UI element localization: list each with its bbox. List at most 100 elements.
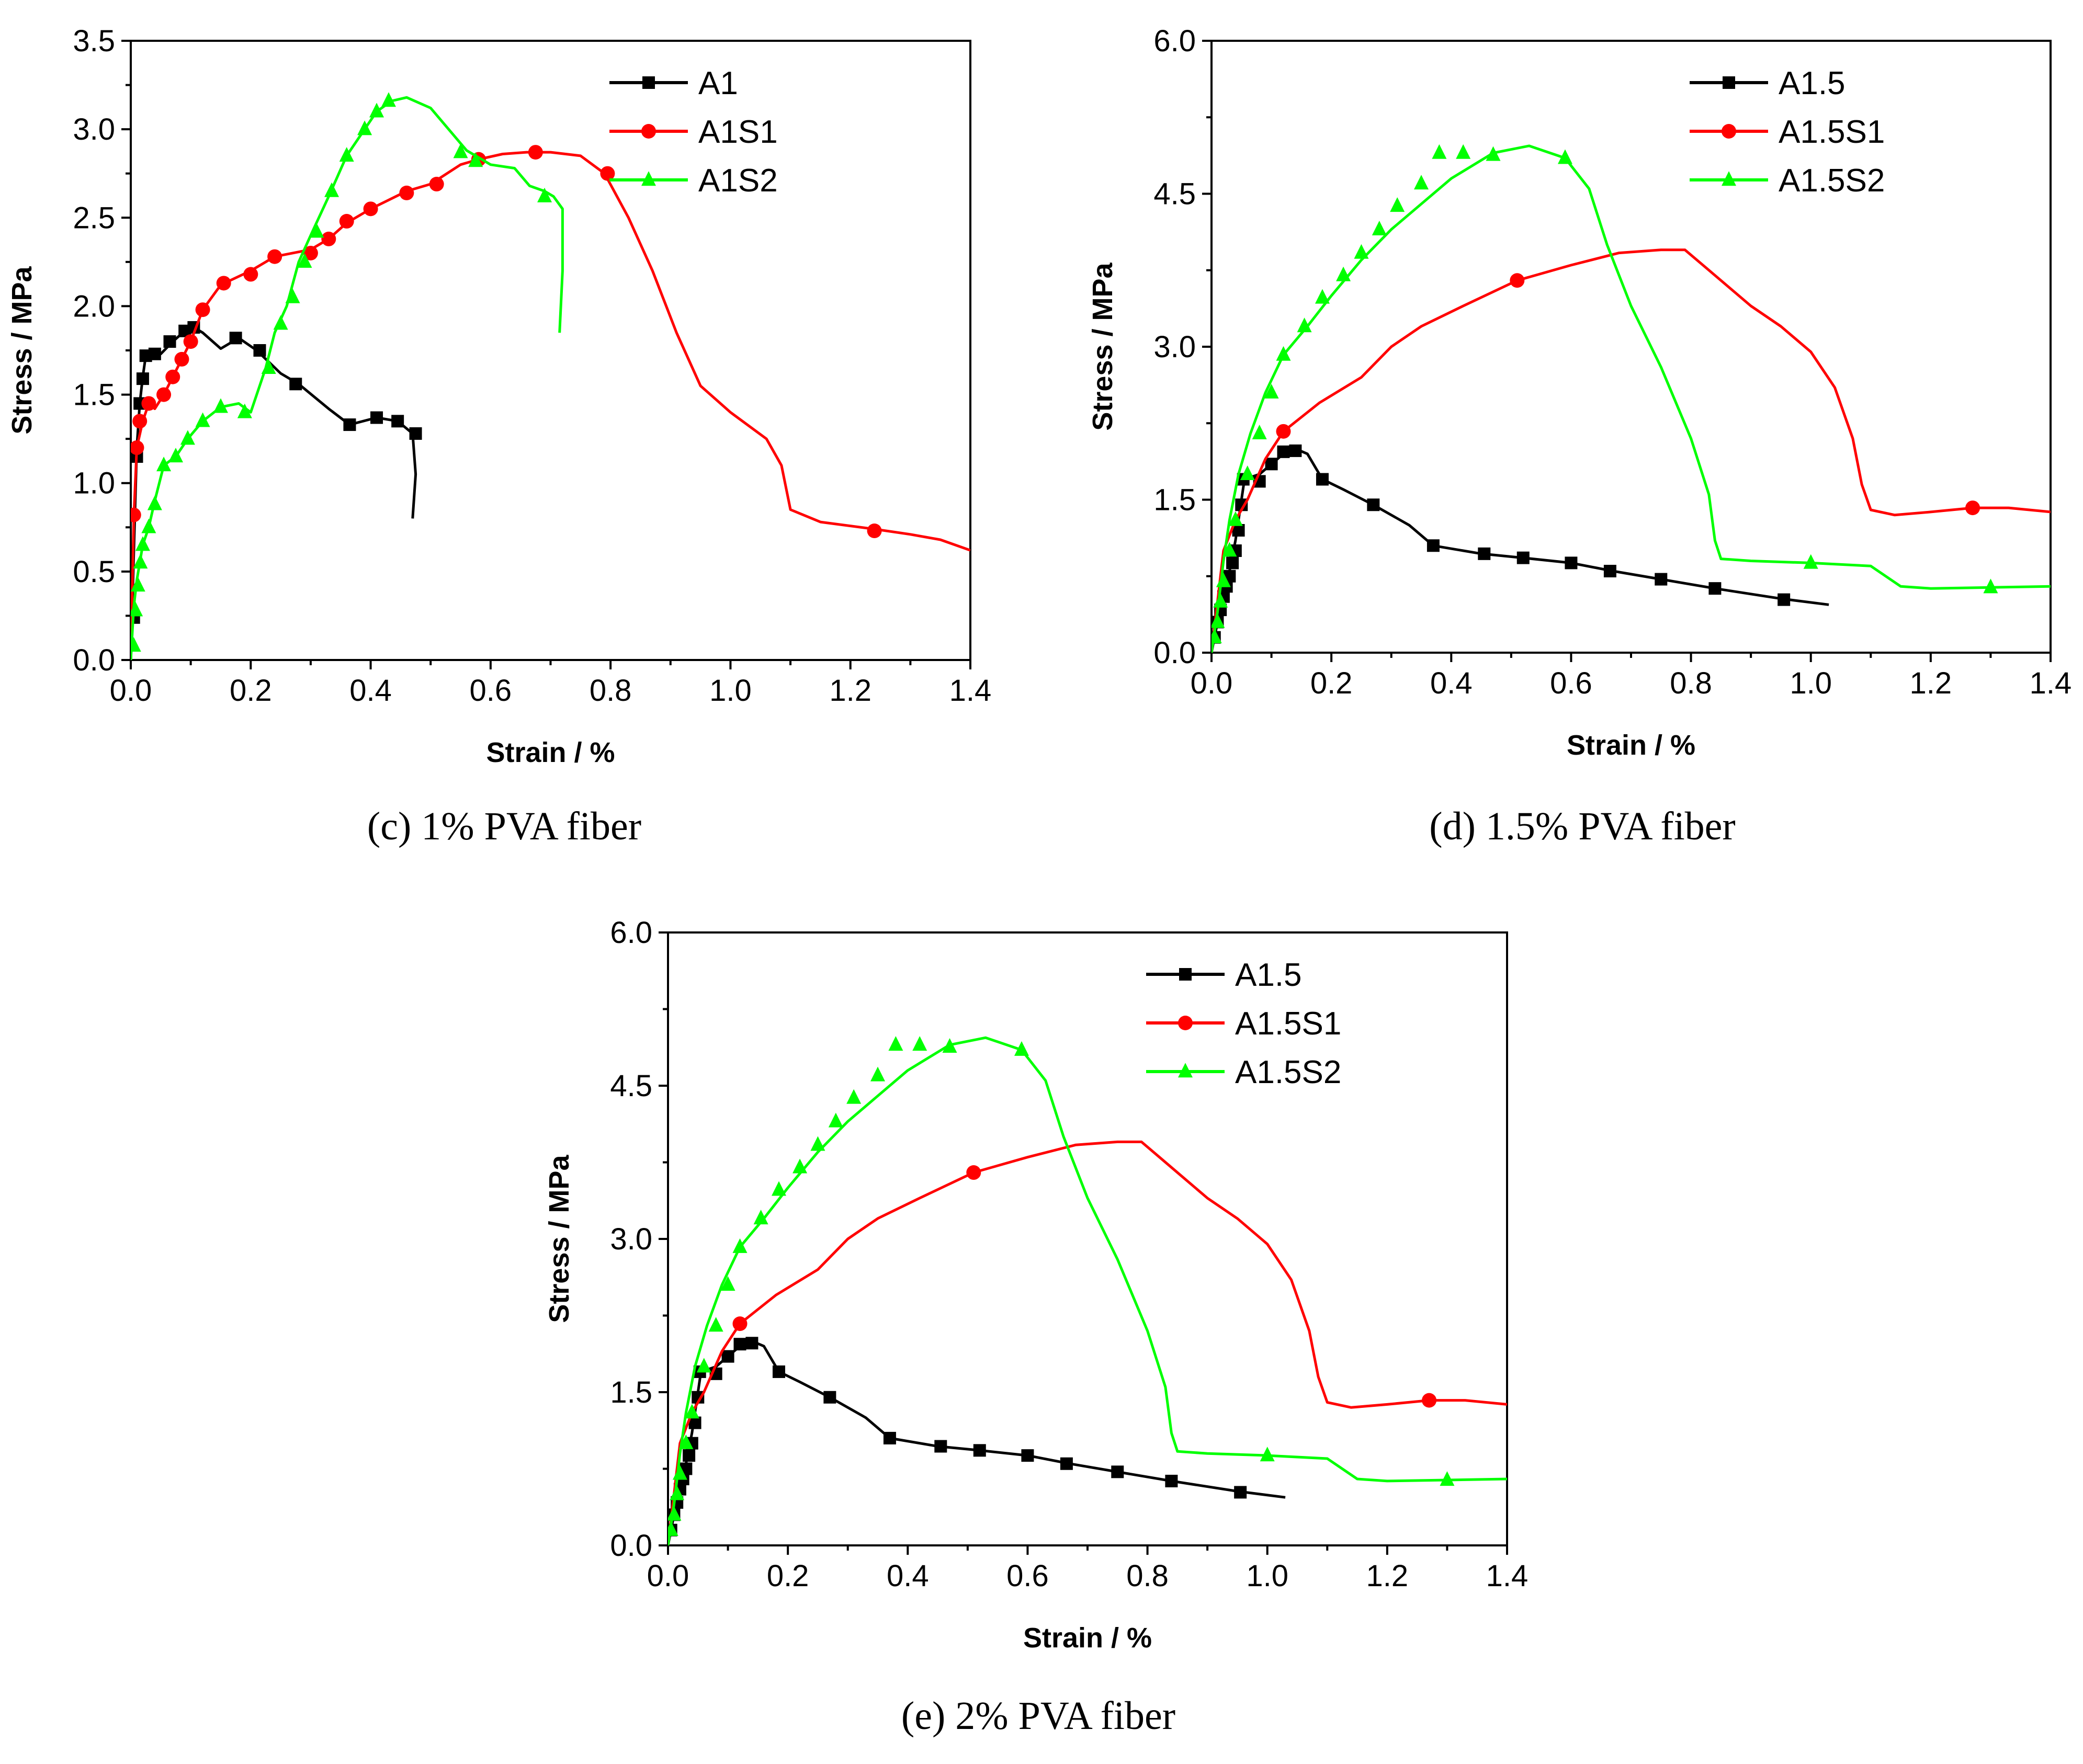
x-tick-label: 0.4: [887, 1559, 929, 1593]
x-tick-label: 0.4: [349, 674, 392, 708]
y-tick-label: 0.0: [1153, 636, 1196, 670]
data-point-A1.5: [1234, 1486, 1247, 1499]
legend-entry-A1S2: A1S2: [609, 163, 778, 199]
legend-entry-A1.5S1: A1.5S1: [1146, 1006, 1341, 1042]
y-tick-label: 3.0: [610, 1222, 652, 1256]
x-tick-label: 0.0: [1191, 666, 1233, 700]
data-point-A1.5S2: [732, 1238, 748, 1253]
data-point-A1.5: [1427, 539, 1440, 552]
legend-marker: [641, 124, 656, 139]
series-line-A1.5S1: [668, 1140, 1507, 1545]
data-point-A1.5: [1021, 1449, 1034, 1462]
y-tick-label: 0.5: [73, 555, 115, 589]
data-point-A1.5: [683, 1449, 696, 1462]
y-tick-label: 6.0: [610, 916, 652, 950]
data-point-A1.5S2: [696, 1358, 711, 1373]
y-tick-label: 3.0: [1153, 330, 1196, 364]
data-point-A1.5: [1165, 1474, 1178, 1487]
data-point-A1: [391, 415, 404, 428]
x-tick-label: 0.2: [1310, 666, 1353, 700]
data-point-A1.5S2: [1354, 244, 1369, 259]
data-point-A1S2: [297, 253, 312, 268]
chart-caption: (e) 2% PVA fiber: [901, 1694, 1175, 1738]
data-point-A1.5S2: [810, 1136, 825, 1151]
data-point-A1.5: [721, 1350, 734, 1363]
data-point-A1S2: [468, 152, 483, 167]
legend-marker: [1178, 1016, 1193, 1030]
data-point-A1.5S2: [1276, 346, 1291, 361]
series-line-A1.5: [668, 1339, 1286, 1545]
legend-marker: [641, 171, 656, 186]
data-point-A1S2: [381, 92, 396, 107]
data-point-A1S2: [369, 103, 384, 118]
y-tick-label: 1.5: [73, 378, 115, 412]
data-point-A1.5: [934, 1440, 947, 1453]
data-point-A1.5S2: [1440, 1471, 1455, 1486]
data-point-A1.5: [1060, 1457, 1073, 1470]
data-point-A1S1: [183, 334, 198, 349]
legend-marker: [1722, 124, 1736, 139]
data-point-A1S2: [168, 448, 183, 463]
x-tick-label: 1.0: [709, 674, 752, 708]
y-tick-label: 3.0: [73, 112, 115, 146]
data-point-A1.5: [745, 1337, 759, 1350]
data-point-A1S2: [131, 637, 141, 652]
series-A1.5: [668, 1337, 1286, 1545]
data-point-A1S1: [131, 507, 141, 522]
x-tick-label: 0.8: [590, 674, 632, 708]
y-tick-label: 3.5: [73, 24, 115, 58]
data-point-A1.5S2: [1983, 578, 1998, 594]
y-tick-label: 1.0: [73, 466, 115, 500]
data-point-A1.5: [772, 1365, 785, 1378]
x-tick-label: 0.2: [767, 1559, 809, 1593]
legend-entry-A1.5S1: A1.5S1: [1690, 114, 1885, 150]
data-point-A1: [253, 344, 266, 357]
data-point-A1S1: [867, 523, 882, 539]
plot-frame: [667, 931, 1508, 1546]
data-point-A1.5: [1708, 582, 1722, 595]
series-A1S2: [131, 92, 564, 660]
data-point-A1.5S2: [668, 1506, 682, 1521]
data-point-A1.5: [1565, 556, 1578, 570]
data-point-A1S1: [165, 369, 180, 384]
series-line-A1.5S2: [668, 1036, 1507, 1545]
chart-1: 0.0 0.2 0.4 0.6 0.8 1.0 1.2 1.4 0.0 1.5 3.0 4.5 6.0 S…: [1087, 24, 2071, 848]
data-point-A1.5S2: [1372, 220, 1387, 235]
data-point-A1S2: [339, 147, 354, 162]
data-point-A1: [343, 418, 356, 431]
chart-caption: (d) 1.5% PVA fiber: [1429, 804, 1735, 848]
data-point-A1S1: [195, 302, 210, 317]
data-point-A1: [148, 347, 161, 360]
data-point-A1.5S2: [942, 1038, 957, 1053]
legend-label: A1.5: [1235, 957, 1302, 993]
data-point-A1.5: [1289, 444, 1302, 457]
legend-label: A1S2: [698, 163, 778, 199]
data-point-A1.5S2: [1222, 542, 1237, 557]
data-point-A1.5S2: [708, 1317, 723, 1332]
data-point-A1S2: [213, 398, 228, 413]
data-point-A1.5: [883, 1431, 896, 1444]
x-axis-label: Strain / %: [1023, 1622, 1152, 1654]
data-point-A1S2: [131, 577, 145, 592]
x-tick-label: 1.4: [949, 674, 992, 708]
legend-entry-A1: A1: [609, 65, 738, 101]
y-tick-label: 1.5: [1153, 483, 1196, 517]
legend-entry-A1.5: A1.5: [1146, 957, 1302, 993]
data-point-A1.5S2: [1390, 197, 1405, 212]
data-point-A1.5S2: [828, 1112, 843, 1128]
y-tick-label: 0.0: [73, 643, 115, 677]
data-point-A1.5S2: [670, 1485, 685, 1500]
data-point-A1.5S2: [1264, 383, 1279, 399]
data-point-A1S1: [303, 245, 318, 260]
data-point-A1: [409, 427, 422, 440]
y-tick-label: 1.5: [610, 1375, 652, 1409]
series-A1.5S2: [668, 1036, 1507, 1545]
data-point-A1S1: [321, 231, 336, 246]
data-point-A1.5S2: [1212, 613, 1225, 628]
series-line-A1.5S1: [1212, 248, 2051, 653]
data-point-A1.5S2: [1213, 593, 1228, 608]
data-point-A1.5S1: [1276, 424, 1291, 439]
x-tick-label: 1.2: [829, 674, 871, 708]
series-A1.5S1: [1212, 248, 2051, 653]
data-point-A1.5S2: [1252, 424, 1267, 439]
